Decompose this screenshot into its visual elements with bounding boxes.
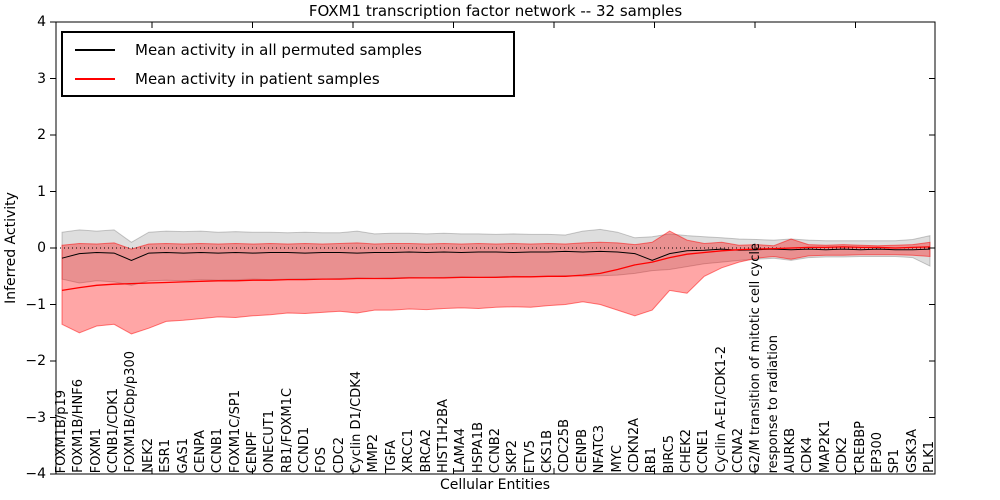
x-category-label: CCNE1: [696, 428, 712, 473]
x-category-label: FOXM1B/Cbp/p300: [123, 351, 139, 473]
y-tick-label: −4: [25, 466, 46, 482]
legend-line-patient-samples: [75, 77, 115, 80]
x-category-label: CENPA: [192, 430, 208, 473]
x-category-label: FOXM1B/HNF6: [71, 379, 87, 473]
x-category-label: BRCA2: [418, 429, 434, 473]
series-line: [61, 246, 931, 292]
x-category-label: SKP2: [505, 440, 521, 473]
x-category-label: MYC: [609, 445, 625, 473]
x-category-label: CDK2: [835, 437, 851, 473]
x-category-label: CCNB2: [488, 427, 503, 473]
x-category-label: GSK3A: [904, 428, 920, 473]
x-category-label: ETV5: [522, 439, 538, 473]
x-category-label: CCNB1: [210, 427, 226, 473]
legend: Mean activity in all permuted samples Me…: [61, 31, 515, 97]
x-category-label: GAS1: [175, 437, 191, 474]
x-category-label: FOXM1C/SP1: [227, 389, 243, 473]
x-category-label: BIRC5: [661, 434, 677, 474]
x-category-label: NEK2: [140, 438, 156, 473]
x-category-label: FOS: [314, 447, 330, 473]
legend-label: Mean activity in patient samples: [135, 69, 380, 88]
x-category-label: LAMA4: [453, 428, 469, 473]
y-tick-label: 0: [37, 240, 46, 256]
x-category-label: RB1: [644, 446, 660, 473]
x-category-label: XRCC1: [401, 429, 417, 473]
series-line: [61, 248, 931, 261]
y-tick-label: −3: [25, 409, 46, 426]
x-category-label: HSPA1B: [470, 421, 486, 473]
x-category-label: Cyclin A-E1/CDK1-2: [713, 346, 729, 473]
x-category-label: HIST1H2BA: [435, 399, 451, 473]
x-category-label: CKS1B: [540, 429, 556, 473]
x-category-label: NFATC3: [592, 424, 608, 473]
y-tick-label: 3: [37, 70, 46, 87]
chart-title: FOXM1 transcription factor network -- 32…: [308, 2, 683, 20]
x-category-label: response to radiation: [765, 334, 781, 473]
x-category-label: CDC25B: [557, 419, 573, 473]
y-tick-label: −1: [25, 296, 46, 313]
x-category-label: AURKB: [783, 428, 799, 473]
legend-line-permuted-samples: [75, 48, 115, 51]
y-tick-label: −2: [25, 353, 46, 369]
x-category-label: FOXM1B/p19: [54, 389, 69, 473]
x-category-label: ONECUT1: [262, 410, 278, 473]
legend-item: Mean activity in all permuted samples: [63, 35, 513, 64]
x-category-label: CDC2: [331, 436, 347, 473]
y-tick-label: 2: [37, 127, 46, 143]
y-tick-label: 1: [37, 183, 46, 200]
x-category-label: CCND1: [297, 426, 313, 473]
x-category-label: CCNA2: [731, 427, 747, 473]
legend-label: Mean activity in all permuted samples: [135, 40, 422, 59]
x-category-label: Cyclin D1/CDK4: [349, 370, 365, 473]
x-category-label: PLK1: [922, 441, 937, 473]
x-category-label: CDK4: [800, 437, 816, 473]
x-category-label: RB1/FOXM1C: [279, 388, 295, 473]
x-category-label: CENPF: [244, 430, 260, 473]
legend-item: Mean activity in patient samples: [63, 64, 513, 93]
x-category-label: CREBBP: [852, 421, 868, 473]
x-category-label: CHEK2: [678, 429, 694, 473]
confidence-band: [61, 230, 931, 335]
x-category-label: MAP2K1: [817, 419, 833, 473]
x-axis-label: Cellular Entities: [439, 477, 551, 493]
x-category-label: MMP2: [366, 434, 382, 473]
x-category-label: ESR1: [158, 439, 174, 473]
x-category-label: CDKN2A: [626, 418, 642, 473]
x-category-label: SP1: [887, 448, 903, 473]
x-category-label: CENPB: [574, 429, 590, 473]
x-category-label: CCNB1/CDK1: [106, 387, 122, 473]
y-tick-label: 4: [37, 14, 46, 30]
x-category-label: TGFA: [383, 439, 399, 473]
x-category-label: EP300: [869, 432, 885, 473]
x-category-label: FOXM1: [88, 427, 104, 473]
x-category-label: G2/M transition of mitotic cell cycle: [748, 242, 764, 473]
